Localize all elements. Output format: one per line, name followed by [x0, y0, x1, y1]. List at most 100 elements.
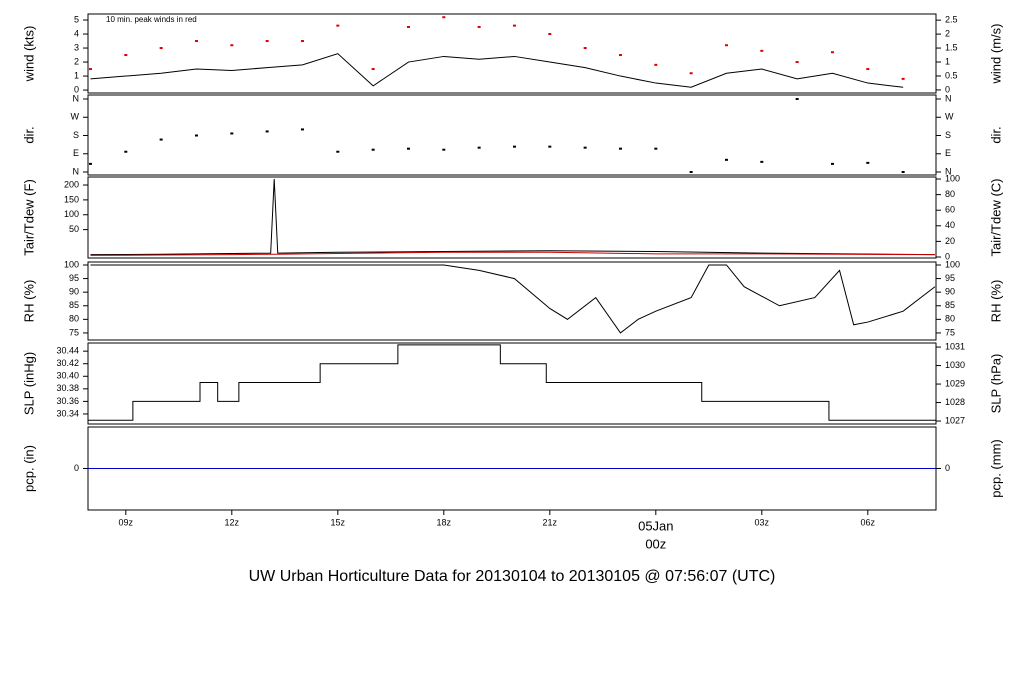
y-tick-label: 2	[74, 56, 79, 66]
y-tick-label: 0	[74, 463, 79, 473]
y-tick-label: 30.42	[56, 358, 79, 368]
data-point	[194, 134, 198, 137]
y-tick-label: N	[945, 93, 952, 103]
y-tick-label: 100	[945, 173, 960, 183]
y-tick-label: 1031	[945, 341, 965, 351]
y-tick-label: E	[73, 148, 79, 158]
y-tick-label: 80	[945, 189, 955, 199]
panel-frame	[87, 342, 937, 425]
y2-axis-label: dir.	[988, 126, 1003, 143]
y-tick-label: 0	[945, 251, 950, 261]
y-tick-label: N	[945, 166, 952, 176]
data-point	[760, 49, 764, 52]
y-tick-label: 1030	[945, 360, 965, 370]
data-point	[371, 148, 375, 151]
data-line	[90, 264, 936, 334]
y-tick-label: 100	[64, 209, 79, 219]
y-tick-label: 40	[945, 220, 955, 230]
annotation: 10 min. peak winds in red	[106, 15, 197, 24]
data-point	[618, 147, 622, 150]
y-tick-label: 95	[69, 273, 79, 283]
x-tick-label: 09z	[119, 517, 134, 527]
date-label: 05Jan	[638, 518, 673, 533]
y-tick-label: 1.5	[945, 42, 958, 52]
y-tick-label: S	[73, 130, 79, 140]
y-tick-label: 100	[64, 259, 79, 269]
data-point	[866, 161, 870, 164]
y-tick-label: 100	[945, 259, 960, 269]
y-axis-label: RH (%)	[21, 280, 36, 323]
y-tick-label: 1	[945, 56, 950, 66]
data-point	[724, 44, 728, 47]
data-point	[230, 132, 234, 135]
y-tick-label: 2	[945, 28, 950, 38]
y-tick-label: 150	[64, 194, 79, 204]
data-point	[548, 33, 552, 36]
data-point	[618, 54, 622, 57]
x-tick-label: 06z	[861, 517, 876, 527]
panel-frame	[87, 261, 937, 341]
y-tick-label: 0	[74, 84, 79, 94]
panel-frame	[87, 94, 937, 176]
data-point	[512, 145, 516, 148]
data-line	[88, 344, 936, 421]
data-point	[265, 130, 269, 133]
y-tick-label: 90	[69, 287, 79, 297]
data-line	[90, 53, 904, 88]
y-axis-label: dir.	[21, 126, 36, 143]
y-tick-label: 90	[945, 287, 955, 297]
x-tick-label: 15z	[331, 517, 346, 527]
y-tick-label: N	[73, 166, 80, 176]
data-point	[371, 68, 375, 71]
data-point	[336, 150, 340, 153]
y-tick-label: E	[945, 148, 951, 158]
y-tick-label: W	[71, 112, 80, 122]
data-point	[406, 26, 410, 29]
data-point	[795, 61, 799, 64]
data-point	[442, 148, 446, 151]
y-tick-label: 4	[74, 28, 79, 38]
y-tick-label: 0	[945, 463, 950, 473]
y-tick-label: 1027	[945, 415, 965, 425]
y-axis-label: pcp. (in)	[21, 445, 36, 492]
y-tick-label: 95	[945, 273, 955, 283]
data-point	[265, 40, 269, 43]
data-point	[654, 147, 658, 150]
x-tick-label: 18z	[437, 517, 452, 527]
y-tick-label: 60	[945, 205, 955, 215]
y-tick-label: 1	[74, 70, 79, 80]
y-tick-label: 1028	[945, 397, 965, 407]
data-point	[442, 16, 446, 19]
data-point	[795, 97, 799, 100]
x-tick-label: 03z	[755, 517, 770, 527]
y-tick-label: 3	[74, 42, 79, 52]
y-tick-label: 30.38	[56, 383, 79, 393]
y-tick-label: 200	[64, 179, 79, 189]
y-tick-label: 2.5	[945, 15, 958, 25]
data-point	[88, 68, 92, 71]
panel-frame	[87, 176, 937, 259]
data-point	[300, 40, 304, 43]
data-point	[512, 24, 516, 27]
y-axis-label: Tair/Tdew (F)	[21, 179, 36, 256]
data-point	[866, 68, 870, 71]
y-tick-label: 30.36	[56, 396, 79, 406]
data-point	[477, 146, 481, 149]
data-point	[406, 147, 410, 150]
data-point	[548, 145, 552, 148]
panel-frame	[87, 13, 937, 94]
data-point	[583, 47, 587, 50]
data-point	[477, 26, 481, 29]
data-line	[90, 179, 935, 256]
y-tick-label: 30.40	[56, 371, 79, 381]
data-point	[583, 146, 587, 149]
data-point	[901, 77, 905, 80]
data-point	[901, 170, 905, 173]
y-tick-label: 1029	[945, 378, 965, 388]
x-tick-label: 00z	[645, 536, 666, 551]
data-point	[159, 138, 163, 141]
data-point	[830, 162, 834, 165]
data-point	[300, 128, 304, 131]
y-tick-label: 80	[69, 314, 79, 324]
